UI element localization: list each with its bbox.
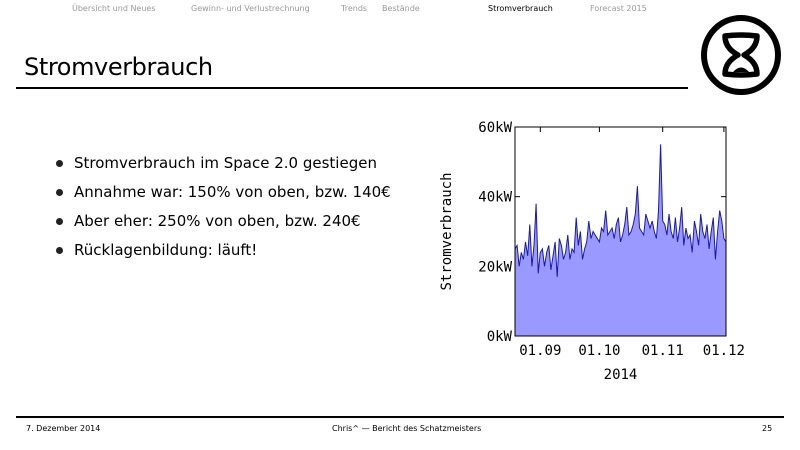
nav-item-forecast[interactable]: Forecast 2015 [590, 4, 647, 13]
footer-page-number: 25 [762, 424, 773, 433]
footer-title: Chris^ — Bericht des Schatzmeisters [332, 424, 482, 433]
chart-x-axis-label: 2014 [604, 367, 638, 383]
nav-item-guv[interactable]: Gewinn- und Verlustrechnung [191, 4, 310, 13]
chart-series-line [514, 144, 727, 277]
bullet-dot-icon [56, 218, 63, 225]
chart-x-tick-label: 01.10 [578, 343, 620, 359]
chart-x-tick-label: 01.12 [703, 343, 745, 359]
footer-rule [16, 416, 784, 418]
section-navigation: Übersicht und Neues Gewinn- und Verlustr… [0, 4, 700, 18]
bullet-text: Stromverbrauch im Space 2.0 gestiegen [74, 154, 377, 172]
chart-y-tick-label: 0kW [487, 329, 513, 345]
bullet-item: Stromverbrauch im Space 2.0 gestiegen [56, 152, 391, 181]
bullet-dot-icon [56, 189, 63, 196]
chart-x-tick-label: 01.11 [642, 343, 684, 359]
chart-y-tick-label: 60kW [478, 120, 512, 136]
bullet-item: Annahme war: 150% von oben, bzw. 140€ [56, 181, 391, 210]
bullet-list: Stromverbrauch im Space 2.0 gestiegen An… [56, 152, 391, 268]
slide-title: Stromverbrauch [24, 53, 213, 81]
chart-area-fill [515, 144, 726, 336]
chart-x-tick-label: 01.09 [519, 343, 561, 359]
nav-item-bestaende[interactable]: Bestände [382, 4, 420, 13]
bullet-item: Aber eher: 250% von oben, bzw. 240€ [56, 210, 391, 239]
chart-y-axis-label: Stromverbrauch [439, 172, 455, 290]
bullet-text: Rücklagenbildung: läuft! [74, 241, 258, 259]
bullet-dot-icon [56, 247, 63, 254]
chart-y-tick-label: 40kW [478, 190, 512, 206]
title-underline [16, 87, 688, 89]
bullet-text: Aber eher: 250% von oben, bzw. 240€ [74, 212, 361, 230]
footer-date: 7. Dezember 2014 [26, 424, 101, 433]
power-consumption-chart: 0kW 20kW 40kW 60kW 01.09 01.10 01.11 01.12 Str… [430, 112, 750, 397]
nav-item-uebersicht[interactable]: Übersicht und Neues [72, 4, 156, 13]
chart-plot-frame [514, 126, 727, 337]
bullet-item: Rücklagenbildung: läuft! [56, 239, 391, 268]
hourglass-logo-icon [701, 15, 781, 95]
bullet-dot-icon [56, 160, 63, 167]
chart-svg: 0kW 20kW 40kW 60kW 01.09 01.10 01.11 01.12 Str… [439, 120, 745, 383]
bullet-text: Annahme war: 150% von oben, bzw. 140€ [74, 183, 391, 201]
nav-item-trends[interactable]: Trends [341, 4, 368, 13]
chart-y-tick-label: 20kW [478, 259, 512, 275]
nav-item-stromverbrauch[interactable]: Stromverbrauch [488, 4, 553, 13]
